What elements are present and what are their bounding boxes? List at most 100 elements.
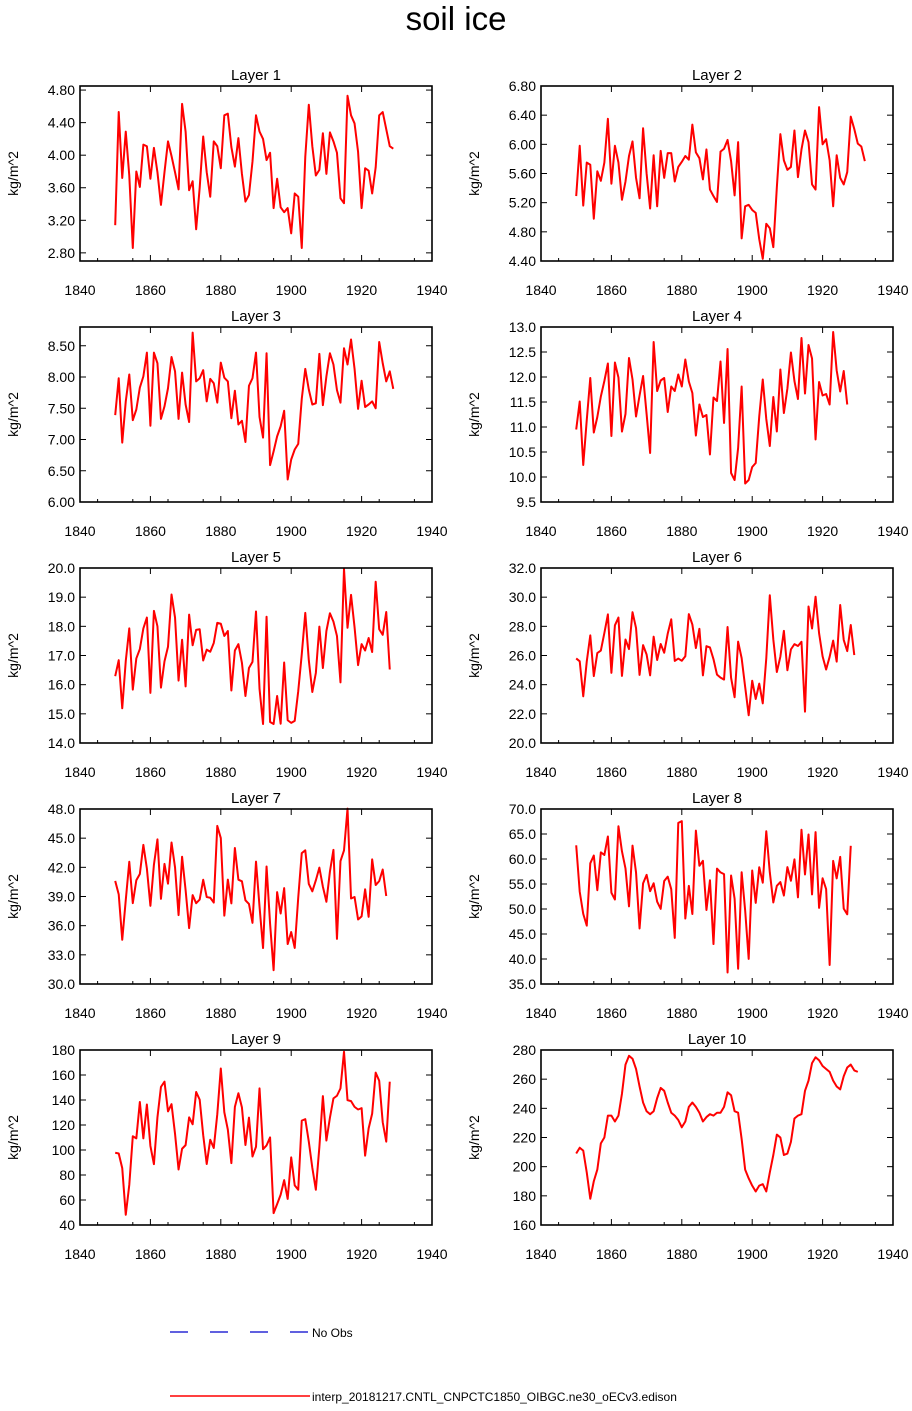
y-axis-label: kg/m^2 [466, 151, 482, 196]
panel-layer-5: Layer 5 kg/m^2 1840 1860 1880 1900 1920 1940 14.… [5, 549, 448, 780]
x-tick-label: 1900 [737, 1005, 768, 1021]
x-tick-label: 1940 [416, 1246, 447, 1262]
x-tick-label: 1940 [877, 1005, 908, 1021]
panel-title: Layer 6 [692, 549, 742, 566]
x-tick-label: 1920 [807, 1246, 838, 1262]
x-tick-label: 1880 [666, 282, 697, 298]
y-tick-label: 100 [52, 1142, 76, 1158]
x-tick-label: 1860 [596, 523, 627, 539]
x-tick-label: 1880 [205, 1005, 236, 1021]
y-axis-label: kg/m^2 [5, 1115, 21, 1160]
x-tick-label: 1920 [807, 282, 838, 298]
y-tick-label: 40.0 [509, 951, 536, 967]
y-tick-label: 140 [52, 1092, 76, 1108]
legend-model-label: interp_20181217.CNTL_CNPCTC1850_OIBGC.ne… [312, 1390, 677, 1404]
y-tick-label: 48.0 [48, 801, 75, 817]
plot-frame [540, 326, 894, 503]
y-tick-label: 10.0 [509, 469, 536, 485]
y-tick-label: 26.0 [509, 648, 536, 664]
x-tick-label: 1860 [135, 523, 166, 539]
y-tick-label: 65.0 [509, 826, 536, 842]
y-tick-label: 30.0 [509, 589, 536, 605]
x-tick-label: 1940 [877, 764, 908, 780]
x-tick-label: 1880 [666, 1005, 697, 1021]
y-tick-label: 4.80 [48, 82, 75, 98]
panel-title: Layer 1 [231, 67, 281, 84]
series-line [114, 1050, 391, 1216]
y-tick-label: 5.20 [509, 195, 536, 211]
y-tick-label: 7.50 [48, 400, 75, 416]
y-tick-label: 6.00 [509, 136, 536, 152]
y-tick-label: 20.0 [48, 560, 75, 576]
y-tick-label: 180 [513, 1188, 537, 1204]
y-tick-label: 9.5 [517, 494, 537, 510]
plot-frame [79, 85, 433, 262]
y-tick-label: 80 [59, 1167, 75, 1183]
x-tick-label: 1900 [737, 764, 768, 780]
plot-frame [540, 567, 894, 744]
y-tick-label: 8.00 [48, 369, 75, 385]
legend: No Obs interp_20181217.CNTL_CNPCTC1850_O… [170, 1326, 677, 1404]
panel-title: Layer 7 [231, 790, 281, 807]
y-tick-label: 19.0 [48, 589, 75, 605]
y-tick-label: 6.50 [48, 463, 75, 479]
y-axis-label: kg/m^2 [5, 633, 21, 678]
y-axis-label: kg/m^2 [466, 633, 482, 678]
series-line [575, 331, 849, 485]
x-tick-label: 1840 [64, 523, 95, 539]
y-tick-label: 24.0 [509, 677, 536, 693]
y-tick-label: 60 [59, 1192, 75, 1208]
y-tick-label: 45.0 [48, 830, 75, 846]
y-tick-label: 50.0 [509, 901, 536, 917]
y-tick-label: 180 [52, 1042, 76, 1058]
panels: Layer 1 kg/m^2 1840 1860 1880 1900 1920 1940 2.8… [5, 67, 909, 1262]
series-line [114, 567, 391, 726]
plot-frame [540, 808, 894, 985]
x-tick-label: 1860 [135, 282, 166, 298]
panel-title: Layer 3 [231, 308, 281, 325]
y-tick-label: 22.0 [509, 706, 536, 722]
legend-obs-label: No Obs [312, 1326, 353, 1340]
y-tick-label: 40 [59, 1217, 75, 1233]
y-tick-label: 6.40 [509, 107, 536, 123]
panel-title: Layer 10 [688, 1031, 746, 1048]
y-tick-label: 42.0 [48, 859, 75, 875]
x-tick-label: 1840 [525, 1005, 556, 1021]
x-tick-label: 1920 [807, 1005, 838, 1021]
y-tick-label: 4.00 [48, 147, 75, 163]
x-tick-label: 1900 [276, 1246, 307, 1262]
y-tick-label: 36.0 [48, 918, 75, 934]
series-line [575, 820, 852, 974]
x-tick-label: 1920 [346, 764, 377, 780]
y-tick-label: 11.0 [510, 419, 536, 435]
x-tick-label: 1900 [276, 523, 307, 539]
x-tick-label: 1900 [737, 523, 768, 539]
panel-layer-7: Layer 7 kg/m^2 1840 1860 1880 1900 1920 1940 30.… [5, 790, 448, 1021]
x-tick-label: 1900 [737, 282, 768, 298]
y-tick-label: 3.60 [48, 180, 75, 196]
panel-layer-4: Layer 4 kg/m^2 1840 1860 1880 1900 1920 1940 9.5… [466, 308, 909, 539]
panel-layer-10: Layer 10 kg/m^2 1840 1860 1880 1900 1920 1940 16… [466, 1031, 909, 1262]
x-tick-label: 1900 [276, 282, 307, 298]
y-tick-label: 200 [513, 1159, 537, 1175]
x-tick-label: 1920 [346, 1005, 377, 1021]
x-tick-label: 1840 [64, 1005, 95, 1021]
x-tick-label: 1920 [346, 1246, 377, 1262]
y-tick-label: 60.0 [509, 851, 536, 867]
x-tick-label: 1860 [596, 282, 627, 298]
y-tick-label: 4.40 [509, 253, 536, 269]
plot-frame [79, 1049, 433, 1226]
y-tick-label: 12.5 [509, 344, 536, 360]
y-tick-label: 39.0 [48, 889, 75, 905]
y-axis-label: kg/m^2 [5, 392, 21, 437]
y-tick-label: 33.0 [48, 947, 75, 963]
y-tick-label: 6.00 [48, 494, 75, 510]
x-tick-label: 1940 [416, 282, 447, 298]
y-tick-label: 16.0 [48, 677, 75, 693]
x-tick-label: 1940 [416, 764, 447, 780]
y-tick-label: 220 [513, 1130, 537, 1146]
y-tick-label: 28.0 [509, 618, 536, 634]
panel-layer-8: Layer 8 kg/m^2 1840 1860 1880 1900 1920 1940 35.… [466, 790, 909, 1021]
x-tick-label: 1880 [205, 282, 236, 298]
